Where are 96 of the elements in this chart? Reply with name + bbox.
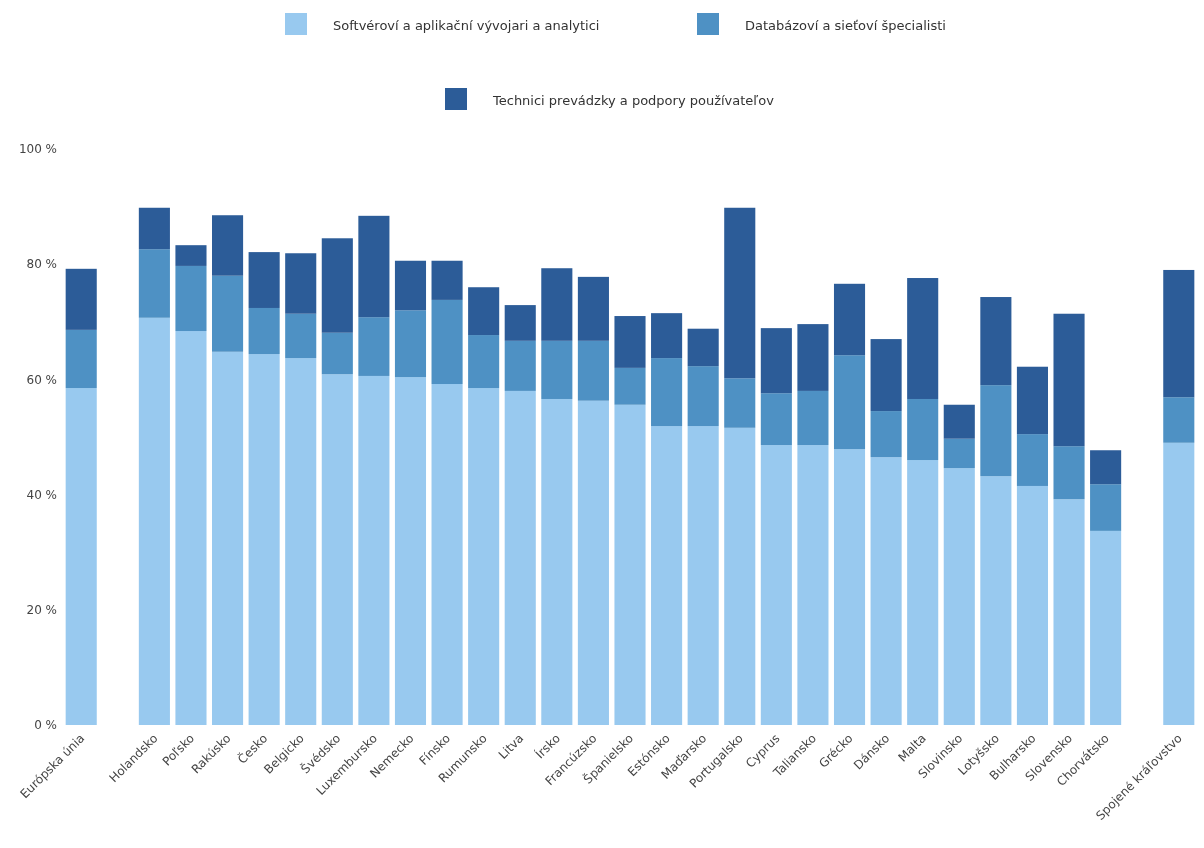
bar <box>760 328 792 394</box>
bar <box>980 385 1012 477</box>
bar <box>1053 313 1085 447</box>
bar <box>651 313 683 359</box>
bar <box>1163 269 1195 398</box>
bar <box>212 215 244 276</box>
y-tick-label: 100 % <box>18 142 57 157</box>
bar <box>870 411 902 458</box>
bar <box>1016 485 1048 725</box>
bar <box>431 299 463 385</box>
y-tick-label: 60 % <box>26 372 57 387</box>
bar <box>614 404 646 725</box>
bar <box>358 375 390 725</box>
bar <box>724 427 756 725</box>
y-tick-label: 20 % <box>26 603 57 617</box>
bar <box>285 358 317 725</box>
bar <box>138 249 170 318</box>
bar <box>468 388 500 725</box>
bar <box>468 335 500 389</box>
legend-label: Databázoví a sieťoví špecialisti <box>745 17 946 33</box>
bar <box>1163 442 1195 725</box>
bar <box>212 351 244 725</box>
bar <box>614 367 646 405</box>
bar <box>175 331 207 725</box>
bar <box>138 317 170 725</box>
bar <box>577 276 609 341</box>
bar <box>138 207 170 250</box>
bar <box>651 426 683 725</box>
bar <box>943 404 975 439</box>
bar <box>907 398 939 461</box>
y-tick-label: 0 % <box>34 718 57 733</box>
legend-label: Technici prevádzky a podpory používateľov <box>492 92 775 108</box>
bar <box>870 339 902 412</box>
bar <box>175 245 207 266</box>
bar <box>907 460 939 725</box>
bar <box>797 324 829 391</box>
bar <box>687 366 719 427</box>
bar <box>65 268 97 330</box>
bar <box>468 287 500 336</box>
bar <box>1053 499 1085 725</box>
bar <box>394 260 427 311</box>
bar <box>504 340 536 391</box>
bar <box>943 468 975 725</box>
bar <box>797 390 829 446</box>
bar <box>321 238 353 333</box>
bar <box>358 317 390 376</box>
bar <box>724 207 756 379</box>
bar <box>980 297 1012 386</box>
bar <box>907 278 939 399</box>
bar <box>431 384 463 725</box>
legend-label: Softvéroví a aplikační vývojari a analytici <box>333 17 600 33</box>
bar <box>394 310 427 378</box>
bar <box>541 268 573 341</box>
bar <box>1016 366 1048 435</box>
bar <box>1090 450 1122 485</box>
bar <box>248 307 280 355</box>
bar <box>285 253 317 314</box>
bar <box>65 329 97 389</box>
bar <box>65 388 97 725</box>
bar <box>1090 530 1122 725</box>
bar <box>1053 446 1085 500</box>
y-tick-label: 80 % <box>26 257 57 272</box>
bar <box>980 476 1012 725</box>
bar <box>577 400 609 725</box>
bar <box>321 332 353 375</box>
bar <box>760 393 792 446</box>
bar <box>833 283 866 356</box>
bar <box>394 377 427 725</box>
bar <box>833 355 866 450</box>
bar <box>248 252 280 308</box>
bar <box>1090 484 1122 531</box>
bar <box>687 328 719 367</box>
bar <box>175 265 207 332</box>
bar <box>541 398 573 725</box>
bar <box>687 426 719 725</box>
bar <box>504 390 536 725</box>
bar <box>212 275 244 352</box>
bar <box>760 445 792 725</box>
bar <box>321 374 353 725</box>
bar <box>358 215 390 318</box>
bar <box>1163 397 1195 443</box>
bar <box>541 340 573 399</box>
bar <box>943 438 975 469</box>
bar <box>431 260 463 300</box>
bar <box>651 358 683 427</box>
bar <box>248 354 280 725</box>
bar <box>577 340 609 401</box>
bar <box>285 313 317 359</box>
bar <box>870 457 902 725</box>
bar <box>1016 434 1048 486</box>
bar <box>797 445 829 725</box>
bar <box>614 316 646 368</box>
y-tick-label: 40 % <box>26 487 57 502</box>
bar <box>504 305 536 341</box>
bar <box>724 378 756 428</box>
bar <box>833 449 866 725</box>
